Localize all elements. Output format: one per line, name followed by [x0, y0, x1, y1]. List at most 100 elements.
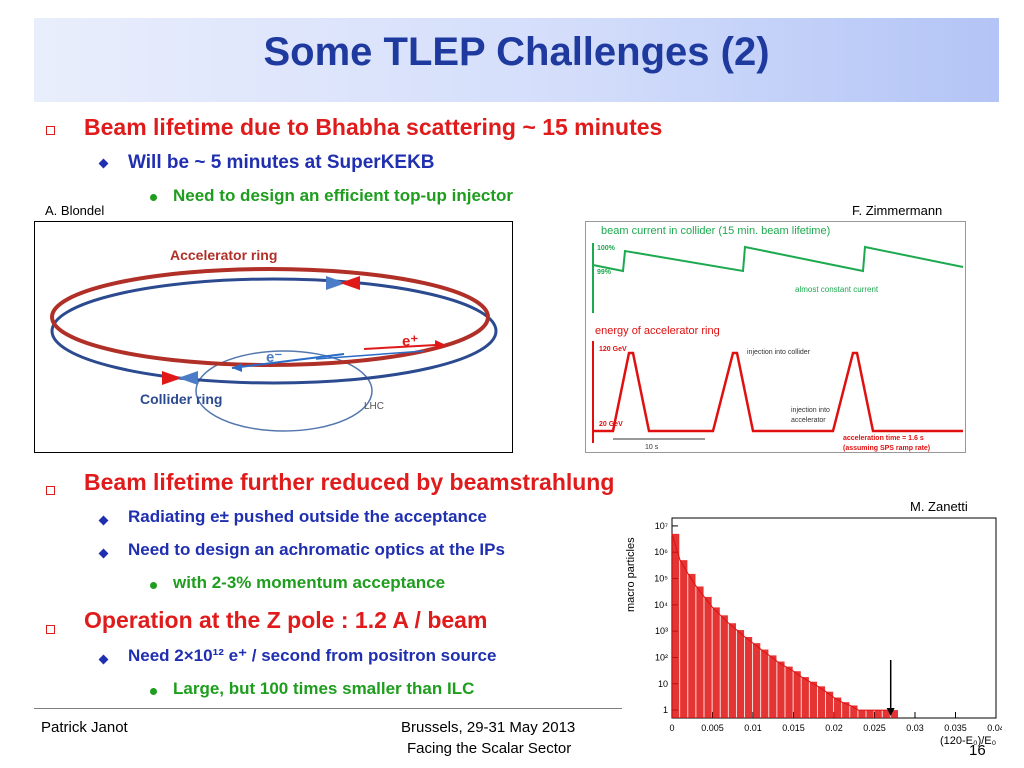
dot-bullet-icon	[150, 582, 157, 589]
ring-figure-frame	[34, 221, 513, 453]
note-time-1: acceleration time = 1.6 s	[843, 435, 924, 442]
histogram-bar	[842, 702, 850, 718]
histogram-bar	[704, 596, 712, 718]
diamond-bullet-icon	[98, 654, 109, 665]
x-tick-label: 0.03	[906, 723, 924, 733]
bullet-z-pole: Operation at the Z pole : 1.2 A / beam	[84, 607, 488, 633]
accelerator-label: Accelerator ring	[170, 247, 277, 263]
electron-arrow	[231, 353, 345, 369]
annotation-arrowhead-icon	[886, 708, 895, 716]
slide-title: Some TLEP Challenges (2)	[263, 30, 770, 74]
page-number: 16	[969, 742, 986, 759]
histogram-bar	[890, 710, 898, 718]
lhc-cut-label: LHC	[364, 401, 384, 412]
title-bar	[34, 18, 999, 102]
ring-figure: Accelerator ring Collider ring e⁻ e⁺ LHC	[34, 221, 513, 453]
diamond-bullet-icon	[98, 515, 109, 526]
histogram-bar	[688, 573, 696, 718]
timeline-frame	[585, 221, 966, 453]
bullet-momentum-acceptance: with 2-3% momentum acceptance	[173, 573, 446, 592]
energy-ramps	[593, 351, 963, 433]
y-tick-label: 10⁴	[654, 600, 668, 610]
footer-venue: Brussels, 29-31 May 2013	[401, 719, 576, 736]
chart-y-label: macro particles	[625, 537, 637, 612]
bullet-radiating: Radiating e± pushed outside the acceptan…	[128, 507, 487, 526]
bullet-lifetime-bhabha: Beam lifetime due to Bhabha scattering ~…	[84, 114, 663, 140]
bullet-beamstrahlung: Beam lifetime further reduced by beamstr…	[84, 469, 615, 495]
collider-triangle-red-icon	[162, 371, 182, 385]
chart-plot-frame	[671, 517, 997, 719]
accelerator-triangle-red-icon	[340, 276, 360, 290]
histogram-bar	[817, 686, 826, 718]
bullet-ilc-comparison: Large, but 100 times smaller than ILC	[173, 679, 475, 698]
histogram-bar	[785, 666, 793, 718]
current-title: beam current in collider (15 min. beam l…	[601, 225, 830, 237]
histogram-bar	[728, 623, 736, 718]
histogram-bar	[801, 677, 809, 718]
timeline-figure: beam current in collider (15 min. beam l…	[585, 221, 966, 453]
note-inj-acc-2: accelerator	[791, 417, 826, 424]
footer-divider	[34, 708, 622, 709]
bullet-positron-source: Need 2×10¹² e⁺ / second from positron so…	[128, 646, 497, 665]
histogram-bar	[696, 586, 704, 718]
transfer-line	[315, 350, 425, 360]
histogram-bar	[809, 681, 817, 718]
histogram-bar	[712, 607, 720, 718]
diamond-bullet-icon	[98, 158, 109, 169]
histogram-bar	[874, 710, 882, 718]
credit-blondel: A. Blondel	[45, 203, 105, 218]
credit-zimmermann: F. Zimmermann	[852, 203, 943, 218]
x-tick-label: 0.04	[987, 723, 1002, 733]
histogram-bar	[736, 630, 745, 718]
note-inj-collider: injection into collider	[747, 349, 811, 356]
x-tick-label: 0	[669, 723, 674, 733]
square-bullet-icon	[46, 126, 55, 135]
x-tick-label: 0.035	[944, 723, 967, 733]
diamond-bullet-icon	[98, 548, 109, 559]
accelerator-ring	[50, 267, 490, 367]
footer-author: Patrick Janot	[41, 719, 128, 736]
x-tick-label: 0.015	[782, 723, 805, 733]
positron-label: e⁺	[402, 333, 418, 350]
y-tick-label: 10⁷	[655, 521, 668, 531]
histogram-bar	[882, 710, 890, 718]
note-time-2: (assuming SPS ramp rate)	[843, 445, 930, 452]
footer-event: Facing the Scalar Sector	[407, 740, 572, 757]
credit-zanetti: M. Zanetti	[910, 499, 968, 514]
x-tick-label: 0.01	[744, 723, 762, 733]
electron-arrowhead-icon	[232, 363, 242, 372]
energy-title: energy of accelerator ring	[595, 325, 720, 337]
bullet-superkekb: Will be ~ 5 minutes at SuperKEKB	[128, 152, 435, 173]
histogram-bar	[744, 636, 753, 718]
histogram-bar	[672, 533, 680, 718]
electron-label: e⁻	[266, 349, 282, 366]
histogram-bar	[761, 649, 769, 718]
collider-ring	[50, 277, 498, 385]
histogram-bar	[834, 697, 842, 718]
label-99: 99%	[597, 269, 612, 276]
lhc-cut-ellipse	[195, 350, 373, 432]
histogram-bar	[769, 655, 777, 718]
y-tick-label: 10³	[655, 626, 668, 636]
square-bullet-icon	[46, 486, 55, 495]
histogram-bar	[777, 661, 785, 718]
y-tick-label: 1	[663, 705, 668, 715]
collider-triangle-blue-icon	[178, 371, 198, 385]
label-10s: 10 s	[645, 444, 659, 451]
note-inj-acc-1: injection into	[791, 407, 830, 414]
histogram-bar	[680, 560, 688, 718]
dot-bullet-icon	[150, 688, 157, 695]
x-tick-label: 0.025	[863, 723, 886, 733]
label-20: 20 GeV	[599, 421, 623, 428]
accelerator-triangle-blue-icon	[326, 276, 346, 290]
histogram-bar	[850, 705, 858, 718]
histogram-bar	[825, 691, 834, 718]
histogram-bar	[866, 710, 874, 718]
collider-label: Collider ring	[140, 391, 222, 407]
label-100: 100%	[597, 245, 616, 252]
histogram-outline	[671, 533, 891, 711]
square-bullet-icon	[46, 625, 55, 634]
x-tick-label: 0.005	[701, 723, 724, 733]
chart-x-label: (120-E₀)/E₀	[940, 735, 996, 747]
current-sawtooth	[592, 245, 964, 273]
